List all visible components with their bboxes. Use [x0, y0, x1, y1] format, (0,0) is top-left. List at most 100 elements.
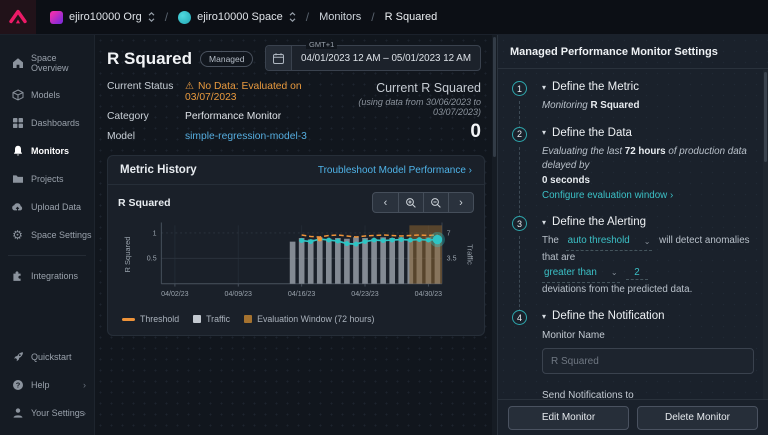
chart-legend: Threshold Traffic Evaluation Window (72 …	[118, 311, 474, 329]
sidebar-divider	[8, 255, 86, 256]
space-selector[interactable]: ejiro10000 Space	[178, 10, 296, 24]
org-name: ejiro10000 Org	[69, 11, 142, 23]
bell-icon	[11, 145, 24, 157]
sidebar-item-integrations[interactable]: Integrations	[0, 262, 94, 290]
step-define-data: 2 ▾ Define the Data Evaluating the last …	[512, 126, 754, 219]
arize-logo-icon	[9, 9, 27, 23]
home-icon	[11, 57, 24, 69]
folder-icon	[11, 173, 24, 185]
data-text: of production data	[668, 145, 747, 157]
status-value: ⚠ No Data: Evaluated on 03/07/2023	[185, 81, 302, 103]
sidebar-item-models[interactable]: Models	[0, 81, 94, 109]
data-text: Evaluating the last	[542, 145, 623, 157]
monitor-meta: Current Status ⚠ No Data: Evaluated on 03…	[107, 81, 328, 143]
deviations-input[interactable]: 2	[626, 266, 648, 280]
space-name: ejiro10000 Space	[197, 11, 283, 23]
pan-left-button[interactable]: ‹	[383, 196, 388, 209]
delay-value: 0 seconds	[542, 175, 590, 187]
managed-badge: Managed	[200, 51, 254, 67]
monitor-name-label: Monitor Name	[542, 330, 605, 342]
step-header[interactable]: ▾ Define the Notification	[542, 310, 665, 323]
metric-chart-svg[interactable]: 04/02/23 04/09/23 04/16/23 04/23/23 04/30/23…	[118, 215, 474, 311]
delete-monitor-button[interactable]: Delete Monitor	[637, 405, 758, 430]
settings-panel-footer: Edit Monitor Delete Monitor	[498, 399, 768, 435]
chevron-down-icon: ⌄	[610, 268, 618, 278]
pan-right-button[interactable]: ›	[448, 193, 473, 212]
configure-evaluation-window-link[interactable]: Configure evaluation window ›	[542, 189, 674, 201]
breadcrumb-separator: /	[164, 10, 169, 24]
current-value-subtitle: (using data from 30/06/2023 to 03/07/202…	[358, 97, 481, 117]
space-avatar	[178, 10, 192, 24]
step-number: 2	[512, 126, 527, 142]
step-header[interactable]: ▾ Define the Data	[542, 126, 632, 139]
monitoring-prefix: Monitoring	[542, 100, 588, 111]
chevron-right-icon: ›	[83, 408, 86, 418]
zoom-out-button[interactable]	[423, 193, 448, 212]
svg-text:R Squared: R Squared	[123, 237, 132, 273]
org-selector[interactable]: ejiro10000 Org	[50, 10, 155, 24]
sidebar-spacer	[0, 290, 94, 343]
sidebar-item-label: Space Overview	[31, 53, 69, 73]
help-icon: ?	[11, 379, 24, 391]
step-header[interactable]: ▾ Define the Metric	[542, 81, 639, 93]
sidebar-item-space-overview[interactable]: Space Overview	[0, 45, 94, 81]
sidebar-item-space-settings[interactable]: ⚙ Space Settings	[0, 221, 94, 249]
grid-icon	[11, 117, 24, 129]
sidebar-item-dashboards[interactable]: Dashboards	[0, 109, 94, 137]
monitor-settings-panel: Managed Performance Monitor Settings 1 ▾…	[497, 35, 768, 435]
breadcrumb-separator: /	[305, 10, 310, 24]
cloud-upload-icon	[11, 201, 24, 213]
step-define-alerting: 3 ▾ Define the Alerting The auto thresho…	[512, 216, 754, 312]
main-scrollbar[interactable]	[492, 35, 497, 435]
date-range-picker[interactable]: GMT+1 04/01/2023 12 AM – 05/01/2023 12 A…	[265, 40, 481, 71]
sidebar-item-upload-data[interactable]: Upload Data	[0, 193, 94, 221]
edit-monitor-button[interactable]: Edit Monitor	[508, 405, 629, 430]
sidebar-item-label: Quickstart	[31, 352, 72, 362]
evaluation-window-swatch	[244, 315, 253, 323]
threshold-type-select[interactable]: auto threshold ⌄	[565, 234, 653, 252]
sidebar-item-label: Integrations	[31, 271, 79, 281]
svg-text:3.5: 3.5	[447, 256, 457, 263]
sidebar-item-projects[interactable]: Projects	[0, 165, 94, 193]
sidebar-item-label: Space Settings	[31, 230, 92, 240]
sidebar-item-your-settings[interactable]: Your Settings ›	[0, 399, 94, 427]
svg-text:1: 1	[153, 230, 157, 237]
chevron-down-icon: ⌄	[643, 236, 651, 246]
collapse-triangle-icon: ▾	[542, 82, 547, 92]
comparison-select[interactable]: greater than ⌄	[542, 266, 620, 283]
legend-item-evaluation-window: Evaluation Window (72 hours)	[244, 314, 374, 324]
svg-text:0.5: 0.5	[147, 256, 157, 263]
puzzle-icon	[11, 270, 24, 282]
sidebar-item-label: Models	[31, 90, 61, 100]
sidebar-item-quickstart[interactable]: Quickstart	[0, 343, 94, 371]
model-link[interactable]: simple-regression-model-3	[185, 130, 307, 142]
sidebar-item-help[interactable]: ? Help ›	[0, 371, 94, 399]
monitored-metric-name: R Squared	[590, 100, 640, 111]
sidebar-item-monitors[interactable]: Monitors	[0, 137, 94, 165]
breadcrumb-monitors[interactable]: Monitors	[319, 11, 362, 23]
zoom-in-button[interactable]	[398, 193, 423, 212]
breadcrumb-current-page: R Squared	[384, 11, 438, 23]
legend-item-traffic: Traffic	[193, 314, 230, 324]
traffic-swatch	[193, 315, 202, 323]
org-avatar	[50, 10, 63, 24]
step-header[interactable]: ▾ Define the Alerting	[542, 216, 646, 229]
warning-icon: ⚠	[185, 81, 194, 92]
sidebar-item-label: Upload Data	[31, 202, 82, 212]
category-value: Performance Monitor	[185, 111, 282, 123]
space-selector-chevrons-icon	[289, 11, 296, 23]
monitor-name-input[interactable]	[542, 348, 754, 375]
current-value-block: Current R Squared (using data from 30/06…	[328, 81, 487, 143]
svg-text:04/30/23: 04/30/23	[415, 291, 443, 298]
settings-scrollbar[interactable]	[763, 70, 768, 435]
data-text: delayed by	[542, 160, 590, 172]
status-label: Current Status	[107, 81, 174, 92]
arize-logo[interactable]	[0, 0, 36, 34]
sidebar-item-label: Your Settings	[31, 408, 85, 418]
send-notifications-label: Send Notifications to	[542, 390, 634, 399]
cube-icon	[11, 89, 24, 101]
sidebar-item-label: Projects	[31, 174, 64, 184]
troubleshoot-link[interactable]: Troubleshoot Model Performance ›	[317, 164, 472, 176]
svg-text:?: ?	[15, 381, 20, 390]
threshold-swatch	[122, 317, 135, 321]
